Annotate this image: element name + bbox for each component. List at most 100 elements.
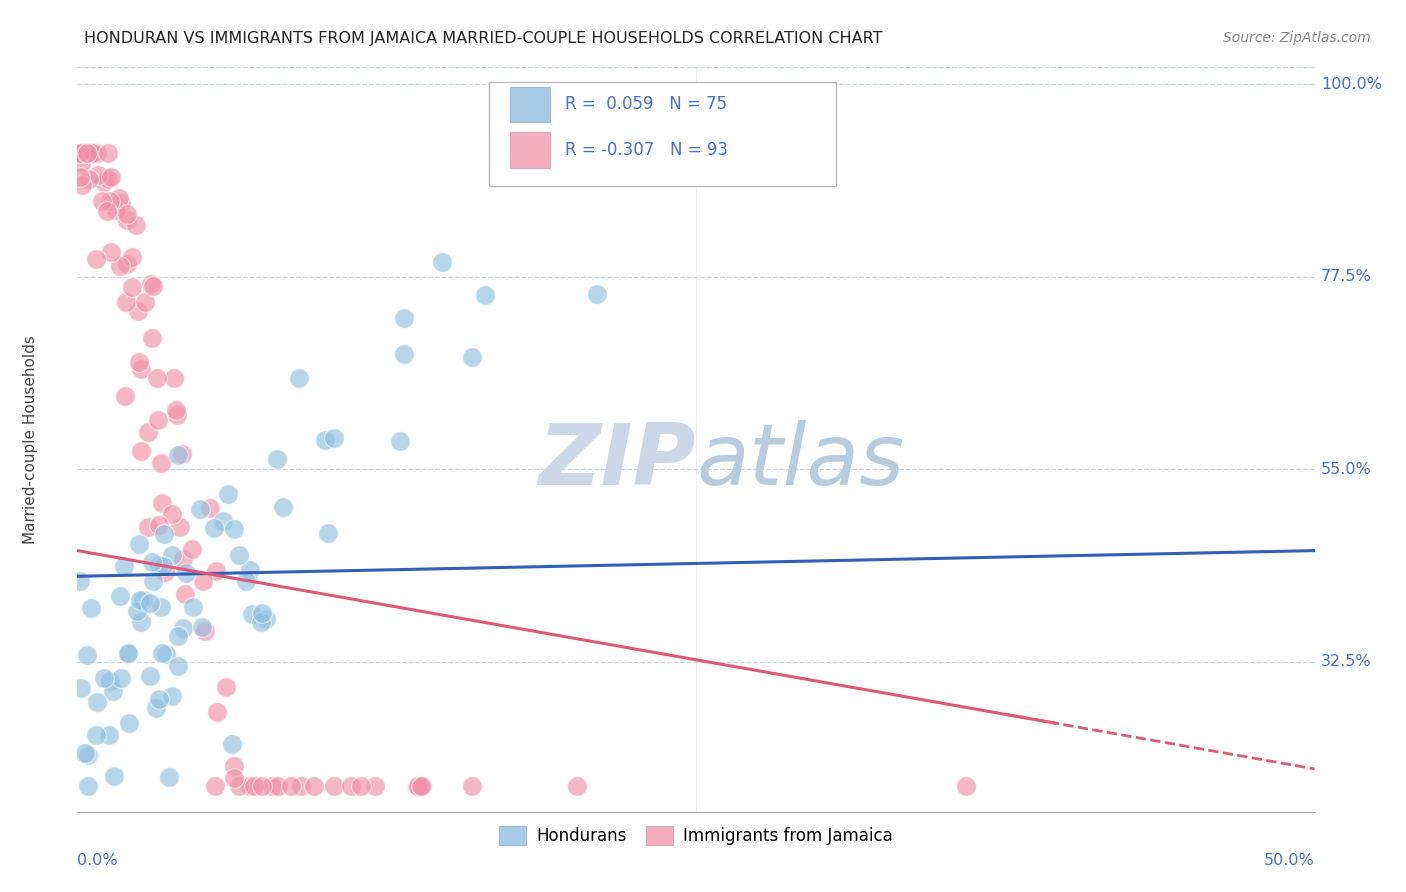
- Point: [254, 612, 277, 626]
- Point: [323, 779, 346, 793]
- Point: [76, 145, 98, 160]
- Point: [160, 689, 183, 703]
- Point: [73, 746, 96, 760]
- Point: [69, 145, 91, 160]
- Point: [205, 564, 228, 578]
- Point: [91, 194, 114, 208]
- Point: [103, 769, 125, 783]
- Point: [174, 566, 197, 581]
- Point: [409, 779, 432, 793]
- Point: [121, 250, 143, 264]
- Point: [100, 244, 122, 259]
- FancyBboxPatch shape: [489, 82, 835, 186]
- Point: [69, 574, 91, 588]
- Point: [461, 779, 484, 793]
- Point: [323, 431, 346, 445]
- Point: [260, 779, 283, 793]
- Point: [70, 178, 93, 193]
- Point: [96, 203, 118, 218]
- Point: [129, 361, 152, 376]
- Point: [98, 673, 121, 688]
- Point: [77, 171, 100, 186]
- Point: [193, 574, 215, 589]
- Point: [228, 779, 250, 793]
- Point: [235, 574, 257, 588]
- Point: [131, 592, 153, 607]
- Point: [139, 669, 162, 683]
- Point: [117, 716, 139, 731]
- Text: Source: ZipAtlas.com: Source: ZipAtlas.com: [1223, 31, 1371, 45]
- Text: R =  0.059   N = 75: R = 0.059 N = 75: [565, 95, 727, 113]
- Point: [166, 408, 188, 422]
- Point: [101, 684, 124, 698]
- Point: [522, 168, 544, 182]
- Point: [136, 520, 159, 534]
- Point: [198, 500, 221, 515]
- Point: [150, 646, 173, 660]
- Point: [76, 779, 98, 793]
- Point: [115, 212, 138, 227]
- Text: R = -0.307   N = 93: R = -0.307 N = 93: [565, 141, 728, 159]
- Point: [188, 501, 211, 516]
- Text: HONDURAN VS IMMIGRANTS FROM JAMAICA MARRIED-COUPLE HOUSEHOLDS CORRELATION CHART: HONDURAN VS IMMIGRANTS FROM JAMAICA MARR…: [84, 31, 883, 46]
- Point: [169, 520, 191, 534]
- Point: [250, 607, 273, 621]
- Point: [172, 551, 194, 566]
- Point: [181, 600, 204, 615]
- Point: [110, 196, 132, 211]
- Text: 77.5%: 77.5%: [1320, 269, 1371, 285]
- Point: [72, 145, 94, 160]
- Text: 55.0%: 55.0%: [1320, 462, 1371, 477]
- Point: [350, 779, 373, 793]
- Point: [167, 659, 190, 673]
- Point: [70, 145, 93, 160]
- Point: [117, 647, 139, 661]
- Point: [150, 456, 173, 470]
- Point: [153, 565, 176, 579]
- Point: [152, 496, 174, 510]
- Point: [212, 514, 235, 528]
- Point: [114, 389, 136, 403]
- Point: [82, 145, 104, 160]
- Point: [174, 587, 197, 601]
- Point: [585, 287, 607, 301]
- Point: [100, 169, 122, 184]
- Point: [238, 779, 260, 793]
- Point: [217, 486, 239, 500]
- Point: [406, 779, 429, 793]
- Point: [339, 779, 361, 793]
- Point: [77, 747, 100, 762]
- Point: [73, 145, 96, 160]
- Point: [266, 451, 288, 466]
- Point: [160, 508, 183, 522]
- Point: [98, 194, 121, 208]
- Point: [145, 701, 167, 715]
- Point: [129, 615, 152, 630]
- Legend: Hondurans, Immigrants from Jamaica: Hondurans, Immigrants from Jamaica: [492, 819, 900, 852]
- Text: atlas: atlas: [696, 420, 904, 503]
- Point: [115, 256, 138, 270]
- Point: [115, 207, 138, 221]
- Point: [364, 779, 387, 793]
- Point: [243, 779, 266, 793]
- Point: [117, 646, 139, 660]
- Point: [125, 603, 148, 617]
- Point: [567, 779, 589, 793]
- Point: [93, 671, 115, 685]
- Point: [97, 171, 120, 186]
- Point: [394, 347, 416, 361]
- Text: 100.0%: 100.0%: [1320, 77, 1382, 92]
- Point: [172, 621, 194, 635]
- Point: [406, 779, 429, 793]
- Point: [80, 145, 103, 160]
- Point: [87, 168, 110, 182]
- Point: [222, 522, 245, 536]
- Point: [149, 599, 172, 614]
- Point: [128, 355, 150, 369]
- Point: [152, 559, 174, 574]
- Point: [129, 443, 152, 458]
- Point: [127, 304, 149, 318]
- Point: [228, 548, 250, 562]
- Text: Married-couple Households: Married-couple Households: [22, 334, 38, 544]
- Point: [148, 692, 170, 706]
